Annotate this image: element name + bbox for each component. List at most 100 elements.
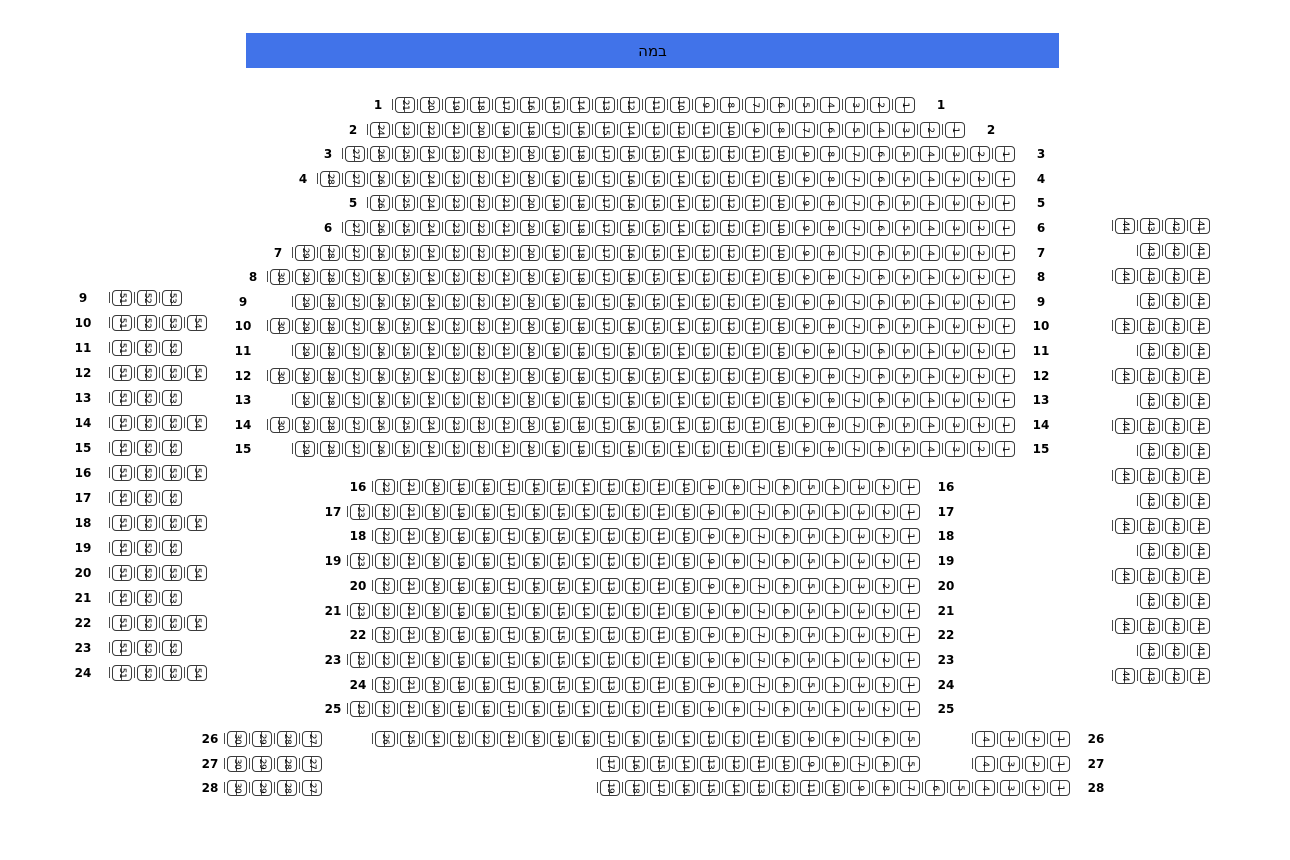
seat[interactable]: 26 bbox=[367, 244, 390, 261]
seat[interactable]: 14 bbox=[667, 146, 690, 163]
seat[interactable]: 12 bbox=[717, 392, 740, 409]
seat[interactable]: 1 bbox=[992, 170, 1015, 187]
seat[interactable]: 5 bbox=[797, 503, 820, 520]
seat[interactable]: 19 bbox=[447, 479, 470, 495]
seat[interactable]: 2 bbox=[872, 503, 895, 520]
seat[interactable]: 8 bbox=[822, 731, 845, 747]
seat[interactable]: 4 bbox=[822, 676, 845, 693]
seat[interactable]: 25 bbox=[392, 244, 415, 261]
seat[interactable]: 3 bbox=[942, 220, 965, 236]
seat[interactable]: 26 bbox=[367, 318, 390, 335]
seat[interactable]: 51 bbox=[109, 365, 132, 381]
seat[interactable]: 1 bbox=[992, 146, 1015, 163]
seat[interactable]: 18 bbox=[472, 553, 495, 570]
seat[interactable]: 42 bbox=[1162, 643, 1185, 659]
seat[interactable]: 24 bbox=[417, 343, 440, 359]
seat[interactable]: 19 bbox=[542, 318, 565, 335]
seat[interactable]: 13 bbox=[597, 528, 620, 545]
seat[interactable]: 42 bbox=[1162, 468, 1185, 484]
seat[interactable]: 28 bbox=[317, 416, 340, 433]
seat[interactable]: 15 bbox=[642, 293, 665, 310]
seat[interactable]: 5 bbox=[792, 97, 815, 113]
seat[interactable]: 54 bbox=[184, 565, 207, 581]
seat[interactable]: 41 bbox=[1187, 518, 1210, 534]
seat[interactable]: 20 bbox=[522, 731, 545, 747]
seat[interactable]: 21 bbox=[492, 343, 515, 359]
seat[interactable]: 1 bbox=[992, 220, 1015, 236]
seat[interactable]: 13 bbox=[597, 503, 620, 520]
seat[interactable]: 14 bbox=[572, 676, 595, 693]
seat[interactable]: 6 bbox=[922, 780, 945, 796]
seat[interactable]: 7 bbox=[847, 731, 870, 747]
seat[interactable]: 9 bbox=[697, 577, 720, 594]
seat[interactable]: 13 bbox=[692, 318, 715, 335]
seat[interactable]: 14 bbox=[667, 392, 690, 409]
seat[interactable]: 23 bbox=[347, 701, 370, 718]
seat[interactable]: 43 bbox=[1137, 268, 1160, 284]
seat[interactable]: 5 bbox=[797, 602, 820, 619]
seat[interactable]: 27 bbox=[342, 220, 365, 236]
seat[interactable]: 7 bbox=[842, 146, 865, 163]
seat[interactable]: 1 bbox=[992, 367, 1015, 384]
seat[interactable]: 4 bbox=[917, 269, 940, 286]
seat[interactable]: 1 bbox=[897, 651, 920, 668]
seat[interactable]: 11 bbox=[647, 503, 670, 520]
seat[interactable]: 17 bbox=[592, 293, 615, 310]
seat[interactable]: 10 bbox=[672, 503, 695, 520]
seat[interactable]: 17 bbox=[592, 343, 615, 359]
seat[interactable]: 14 bbox=[672, 731, 695, 747]
seat[interactable]: 14 bbox=[667, 318, 690, 335]
seat[interactable]: 3 bbox=[847, 503, 870, 520]
seat[interactable]: 12 bbox=[622, 528, 645, 545]
seat[interactable]: 10 bbox=[672, 676, 695, 693]
seat[interactable]: 29 bbox=[292, 392, 315, 409]
seat[interactable]: 4 bbox=[917, 170, 940, 187]
seat[interactable]: 23 bbox=[347, 602, 370, 619]
seat[interactable]: 27 bbox=[342, 293, 365, 310]
seat[interactable]: 29 bbox=[249, 731, 272, 747]
seat[interactable]: 22 bbox=[467, 220, 490, 236]
seat[interactable]: 17 bbox=[592, 318, 615, 335]
seat[interactable]: 21 bbox=[492, 367, 515, 384]
seat[interactable]: 4 bbox=[917, 318, 940, 335]
seat[interactable]: 15 bbox=[642, 195, 665, 212]
seat[interactable]: 6 bbox=[867, 318, 890, 335]
seat[interactable]: 4 bbox=[917, 441, 940, 458]
seat[interactable]: 10 bbox=[717, 121, 740, 138]
seat[interactable]: 23 bbox=[442, 318, 465, 335]
seat[interactable]: 29 bbox=[292, 441, 315, 458]
seat[interactable]: 13 bbox=[692, 441, 715, 458]
seat[interactable]: 6 bbox=[867, 343, 890, 359]
seat[interactable]: 14 bbox=[572, 528, 595, 545]
seat[interactable]: 53 bbox=[159, 290, 182, 306]
seat[interactable]: 18 bbox=[567, 318, 590, 335]
seat[interactable]: 23 bbox=[442, 392, 465, 409]
seat[interactable]: 41 bbox=[1187, 218, 1210, 234]
seat[interactable]: 23 bbox=[442, 343, 465, 359]
seat[interactable]: 17 bbox=[542, 121, 565, 138]
seat[interactable]: 19 bbox=[542, 441, 565, 458]
seat[interactable]: 16 bbox=[522, 479, 545, 495]
seat[interactable]: 5 bbox=[897, 755, 920, 772]
seat[interactable]: 9 bbox=[792, 343, 815, 359]
seat[interactable]: 3 bbox=[842, 97, 865, 113]
seat[interactable]: 17 bbox=[592, 195, 615, 212]
seat[interactable]: 42 bbox=[1162, 393, 1185, 409]
seat[interactable]: 24 bbox=[417, 146, 440, 163]
seat[interactable]: 8 bbox=[722, 602, 745, 619]
seat[interactable]: 54 bbox=[184, 615, 207, 631]
seat[interactable]: 20 bbox=[517, 318, 540, 335]
seat[interactable]: 53 bbox=[159, 565, 182, 581]
seat[interactable]: 20 bbox=[517, 367, 540, 384]
seat[interactable]: 16 bbox=[617, 146, 640, 163]
seat[interactable]: 5 bbox=[797, 676, 820, 693]
seat[interactable]: 4 bbox=[917, 244, 940, 261]
seat[interactable]: 15 bbox=[642, 343, 665, 359]
seat[interactable]: 52 bbox=[134, 365, 157, 381]
seat[interactable]: 16 bbox=[617, 244, 640, 261]
seat[interactable]: 26 bbox=[367, 343, 390, 359]
seat[interactable]: 7 bbox=[842, 269, 865, 286]
seat[interactable]: 17 bbox=[592, 170, 615, 187]
seat[interactable]: 11 bbox=[747, 755, 770, 772]
seat[interactable]: 18 bbox=[622, 780, 645, 796]
